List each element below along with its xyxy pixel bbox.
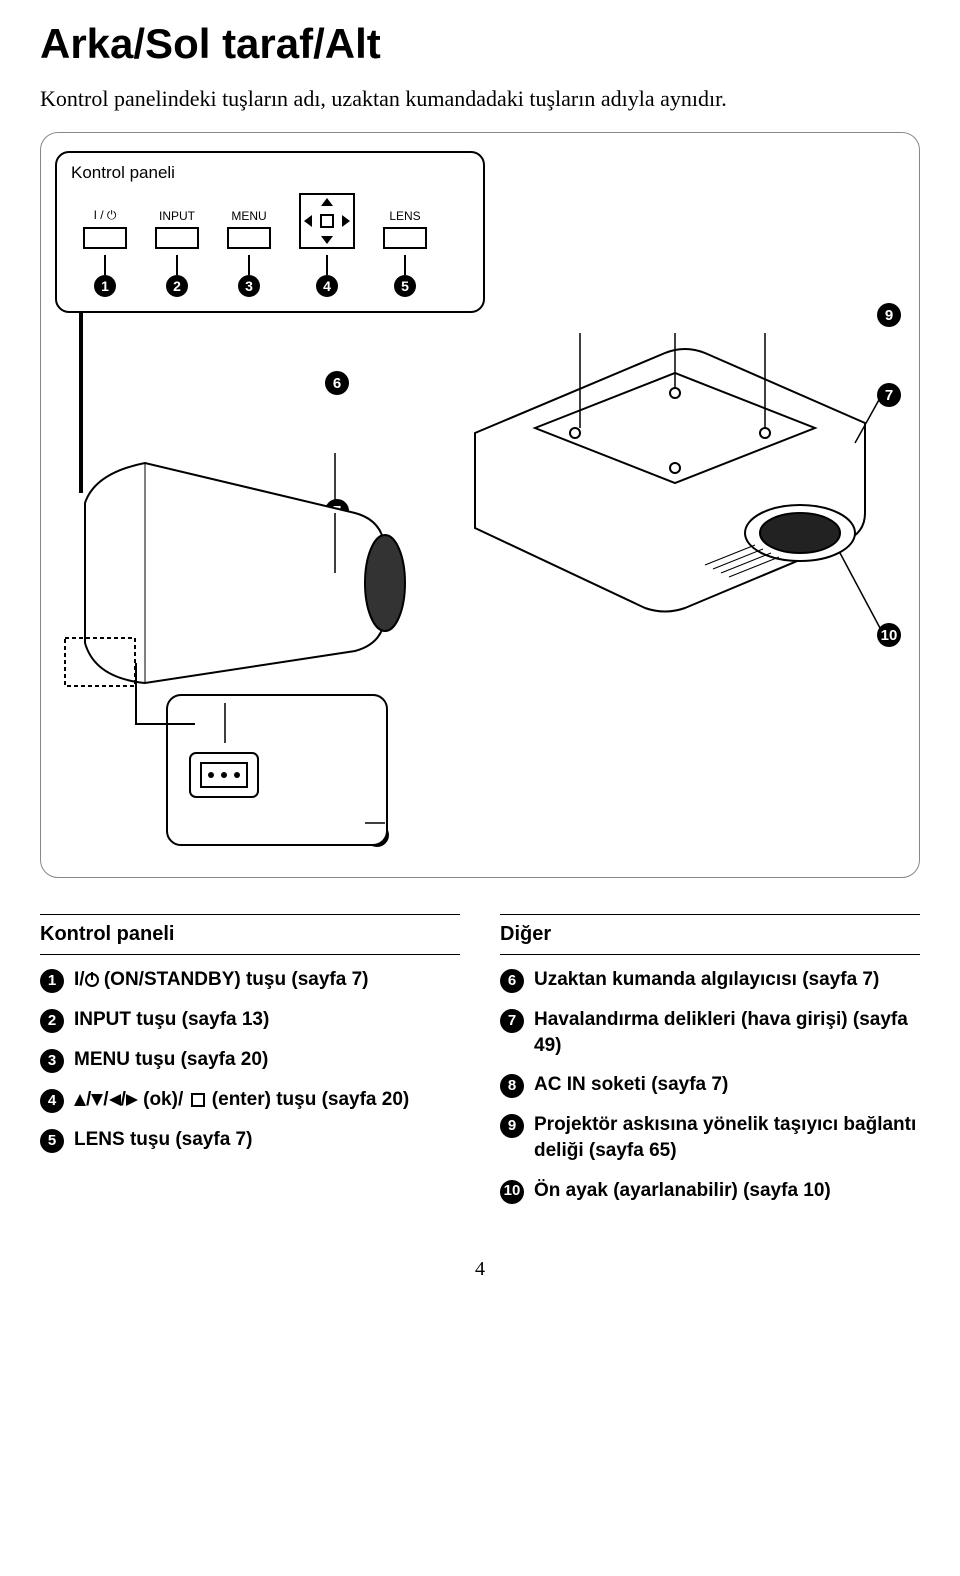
num-10: 10 (500, 1180, 524, 1204)
lens-button (383, 227, 427, 249)
callout-4: 4 (316, 275, 338, 297)
list-item: 8 AC IN soketi (sayfa 7) (500, 1072, 920, 1098)
enter-square-icon (191, 1093, 205, 1107)
list-item: 5 LENS tuşu (sayfa 7) (40, 1127, 460, 1153)
diagram-body: 9 6 7 7 10 8 (55, 323, 905, 863)
arrow-left-icon (109, 1094, 121, 1106)
item-8-text: AC IN soketi (sayfa 7) (534, 1072, 920, 1098)
right-heading: Diğer (500, 914, 920, 955)
leader-ac-h (135, 723, 195, 725)
panel-button-row: I / ⏻ INPUT MENU LEN (71, 191, 469, 249)
item-4-text: /// (ok)/ (enter) tuşu (sayfa 20) (74, 1087, 460, 1113)
panel-callout-row: 1 2 3 4 5 (71, 255, 469, 297)
num-6: 6 (500, 969, 524, 993)
num-1: 1 (40, 969, 64, 993)
panel-btn-menu: MENU (219, 209, 279, 249)
menu-label: MENU (219, 209, 279, 223)
dpad-enter-icon (320, 214, 334, 228)
input-label: INPUT (147, 209, 207, 223)
power-button (83, 227, 127, 249)
intro-text: Kontrol panelindeki tuşların adı, uzakta… (40, 86, 920, 112)
control-panel-inset: Kontrol paneli I / ⏻ INPUT MENU (55, 151, 485, 313)
num-5: 5 (40, 1129, 64, 1153)
left-column: Kontrol paneli 1 I/ (ON/STANDBY) tuşu (s… (40, 914, 460, 1218)
item-1a: I/ (74, 969, 85, 990)
left-heading: Kontrol paneli (40, 914, 460, 955)
item-5-text: LENS tuşu (sayfa 7) (74, 1127, 460, 1153)
list-item: 2 INPUT tuşu (sayfa 13) (40, 1007, 460, 1033)
callout-5: 5 (394, 275, 416, 297)
list-item: 6 Uzaktan kumanda algılayıcısı (sayfa 7) (500, 967, 920, 993)
num-2: 2 (40, 1009, 64, 1033)
page-number: 4 (40, 1258, 920, 1281)
lens-label: LENS (375, 209, 435, 223)
list-item: 1 I/ (ON/STANDBY) tuşu (sayfa 7) (40, 967, 460, 993)
leader-ac (135, 663, 137, 723)
item-9-text: Projektör askısına yönelik taşıyıcı bağl… (534, 1112, 920, 1163)
panel-btn-lens: LENS (375, 209, 435, 249)
list-item: 3 MENU tuşu (sayfa 20) (40, 1047, 460, 1073)
list-item: 9 Projektör askısına yönelik taşıyıcı ba… (500, 1112, 920, 1163)
projector-right-illustration (445, 333, 885, 633)
right-column: Diğer 6 Uzaktan kumanda algılayıcısı (sa… (500, 914, 920, 1218)
item-1-text: I/ (ON/STANDBY) tuşu (sayfa 7) (74, 967, 460, 993)
list-item: 4 /// (ok)/ (enter) tuşu (sayfa 20) (40, 1087, 460, 1113)
callout-6: 6 (325, 371, 349, 395)
num-3: 3 (40, 1049, 64, 1073)
item-2-text: INPUT tuşu (sayfa 13) (74, 1007, 460, 1033)
diagram-container: Kontrol paneli I / ⏻ INPUT MENU (40, 132, 920, 878)
arrow-right-icon (126, 1094, 138, 1106)
item-7-text: Havalandırma delikleri (hava girişi) (sa… (534, 1007, 920, 1058)
dpad-down-icon (321, 236, 333, 244)
ac-in-inset (165, 693, 395, 853)
list-item: 10 Ön ayak (ayarlanabilir) (sayfa 10) (500, 1178, 920, 1204)
dpad (299, 193, 355, 249)
dpad-left-icon (304, 215, 312, 227)
item-10-text: Ön ayak (ayarlanabilir) (sayfa 10) (534, 1178, 920, 1204)
callout-1: 1 (94, 275, 116, 297)
menu-button (227, 227, 271, 249)
callout-9: 9 (877, 303, 901, 327)
num-7: 7 (500, 1009, 524, 1033)
panel-btn-dpad (291, 193, 363, 249)
item-1b: (ON/STANDBY) tuşu (sayfa 7) (99, 969, 369, 990)
item-3-text: MENU tuşu (sayfa 20) (74, 1047, 460, 1073)
panel-label: Kontrol paneli (71, 163, 469, 183)
panel-btn-input: INPUT (147, 209, 207, 249)
callout-3: 3 (238, 275, 260, 297)
legend-lists: Kontrol paneli 1 I/ (ON/STANDBY) tuşu (s… (40, 914, 920, 1218)
power-icon (85, 973, 99, 987)
item-4a: (ok)/ (138, 1089, 189, 1110)
panel-btn-power: I / ⏻ (75, 208, 135, 249)
callout-2: 2 (166, 275, 188, 297)
page-title: Arka/Sol taraf/Alt (40, 20, 920, 68)
dpad-up-icon (321, 198, 333, 206)
power-label: I / ⏻ (75, 208, 135, 223)
item-4b: (enter) tuşu (sayfa 20) (207, 1089, 410, 1110)
projector-left-illustration (55, 443, 415, 703)
input-button (155, 227, 199, 249)
num-4: 4 (40, 1089, 64, 1113)
arrow-down-icon (91, 1094, 103, 1106)
num-9: 9 (500, 1114, 524, 1138)
dpad-right-icon (342, 215, 350, 227)
arrow-up-icon (74, 1094, 86, 1106)
list-item: 7 Havalandırma delikleri (hava girişi) (… (500, 1007, 920, 1058)
item-6-text: Uzaktan kumanda algılayıcısı (sayfa 7) (534, 967, 920, 993)
num-8: 8 (500, 1074, 524, 1098)
